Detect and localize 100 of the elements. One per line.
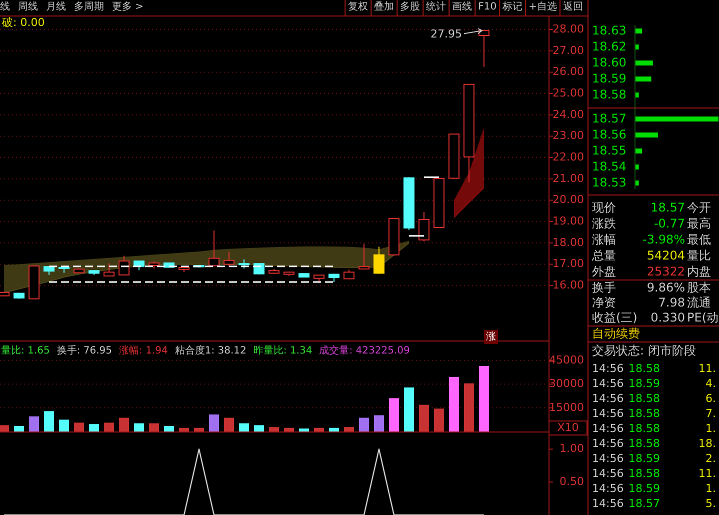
annotation: 粘合度1: 38.12 <box>174 344 246 357</box>
text: 14:56 <box>592 467 624 480</box>
text: 14:56 <box>592 497 624 510</box>
text: 5. <box>706 497 716 510</box>
y-tick-label: 18.62 <box>592 39 626 54</box>
text: 外盘 <box>592 264 616 278</box>
y-tick-label: 18.00 <box>552 236 584 249</box>
text: 总量 <box>591 248 616 262</box>
y-tick-label: 0.50 <box>560 475 584 488</box>
text: 18.58 <box>628 407 660 420</box>
annotation: 成交量: 423225.09 <box>319 344 410 357</box>
text: -0.77 <box>654 216 685 230</box>
y-tick-label: 18.55 <box>592 143 626 158</box>
y-tick-label: 24.00 <box>552 108 584 121</box>
text: 6. <box>706 392 716 406</box>
annotation: 27.95 <box>430 28 462 41</box>
text: 9.86% <box>646 280 685 294</box>
y-tick-label: 16.00 <box>552 278 584 292</box>
text: -3.98% <box>642 232 685 246</box>
text: 18.59 <box>628 377 660 390</box>
text: 14:56 <box>592 422 624 436</box>
y-tick-label: 18.58 <box>592 87 626 102</box>
y-tick-label: 21.00 <box>552 172 584 185</box>
y-tick-label: 18.59 <box>592 71 626 86</box>
text: 涨幅 <box>592 232 616 246</box>
y-tick-label: 15000 <box>549 400 584 414</box>
text: 返回 <box>563 0 583 13</box>
text: 涨跌 <box>592 216 616 230</box>
text: PE(动 <box>687 310 718 324</box>
text: F10 <box>478 2 497 13</box>
annotation: 换手: 76.95 <box>56 344 112 357</box>
text: 净资 <box>592 295 616 310</box>
text: 内盘 <box>687 264 711 278</box>
text: 多股 <box>400 0 420 13</box>
text: 流通 <box>687 295 711 310</box>
y-tick-label: 18.54 <box>592 159 626 174</box>
text: 14:56 <box>592 437 624 450</box>
text: 18. <box>698 437 716 450</box>
text: 11. <box>698 467 716 480</box>
text: 线 <box>0 0 10 13</box>
text: 收益(三) <box>592 310 638 324</box>
y-tick-label: 18.60 <box>592 55 626 70</box>
text: 周线 <box>18 0 38 13</box>
text: 统计 <box>426 0 446 13</box>
text: 25322 <box>646 264 685 278</box>
text: 更多 > <box>112 0 144 13</box>
text: 量比 <box>687 248 711 262</box>
text: X10 <box>557 421 579 434</box>
text: 18.57 <box>628 497 660 510</box>
text: 现价 <box>592 200 616 214</box>
y-tick-label: 18.63 <box>592 23 626 38</box>
text: 换手 <box>592 280 616 294</box>
y-tick-label: 1.00 <box>560 442 584 456</box>
y-tick-label: 28.00 <box>552 22 584 36</box>
text: 最高 <box>687 216 711 230</box>
text: 自动续费 <box>592 326 640 340</box>
text: 18.58 <box>628 362 660 376</box>
y-tick-label: 18.57 <box>592 111 626 126</box>
text: 54204 <box>646 248 685 262</box>
text: 4. <box>706 377 716 390</box>
text: 14:56 <box>592 452 624 466</box>
text: 14:56 <box>592 362 624 376</box>
text: 0.330 <box>650 310 685 324</box>
text: +自选 <box>528 0 557 13</box>
y-tick-label: 27.00 <box>552 44 584 57</box>
text: 14:56 <box>592 482 624 496</box>
annotation: 破: 0.00 <box>1 16 45 30</box>
y-tick-label: 18.56 <box>592 127 626 142</box>
text: 14:56 <box>592 407 624 420</box>
y-tick-label: 45000 <box>549 353 584 366</box>
y-tick-label: 19.00 <box>552 214 584 228</box>
text: 1. <box>706 482 716 496</box>
text: 11. <box>698 362 716 376</box>
y-tick-label: 30000 <box>549 377 584 390</box>
text: 交易状态: 闭市阶段 <box>592 343 696 358</box>
text: 18.59 <box>628 452 660 466</box>
text: 7.98 <box>658 295 685 310</box>
text: 18.58 <box>628 467 660 480</box>
y-tick-label: 26.00 <box>552 65 584 78</box>
y-tick-label: 22.00 <box>552 150 584 164</box>
text: 多周期 <box>74 0 104 13</box>
y-tick-label: 25.00 <box>552 86 584 100</box>
annotation: 涨 <box>486 330 496 343</box>
y-tick-label: 17.00 <box>552 257 584 270</box>
text: 18.57 <box>650 200 685 214</box>
text: 7. <box>706 407 716 420</box>
text: 叠加 <box>374 0 394 13</box>
annotation: 涨幅: 1.94 <box>119 344 168 357</box>
text: 18.59 <box>628 482 660 496</box>
text: 18.58 <box>628 392 660 406</box>
text: 1. <box>706 422 716 436</box>
text: 今开 <box>687 200 711 214</box>
text: 最低 <box>687 232 711 246</box>
text: 14:56 <box>592 377 624 390</box>
text: 18.58 <box>628 437 660 450</box>
y-tick-label: 23.00 <box>552 129 584 142</box>
text: 18.58 <box>628 422 660 436</box>
text: 复权 <box>348 0 368 13</box>
text: 标记 <box>502 0 523 13</box>
text: 股本 <box>687 280 711 294</box>
